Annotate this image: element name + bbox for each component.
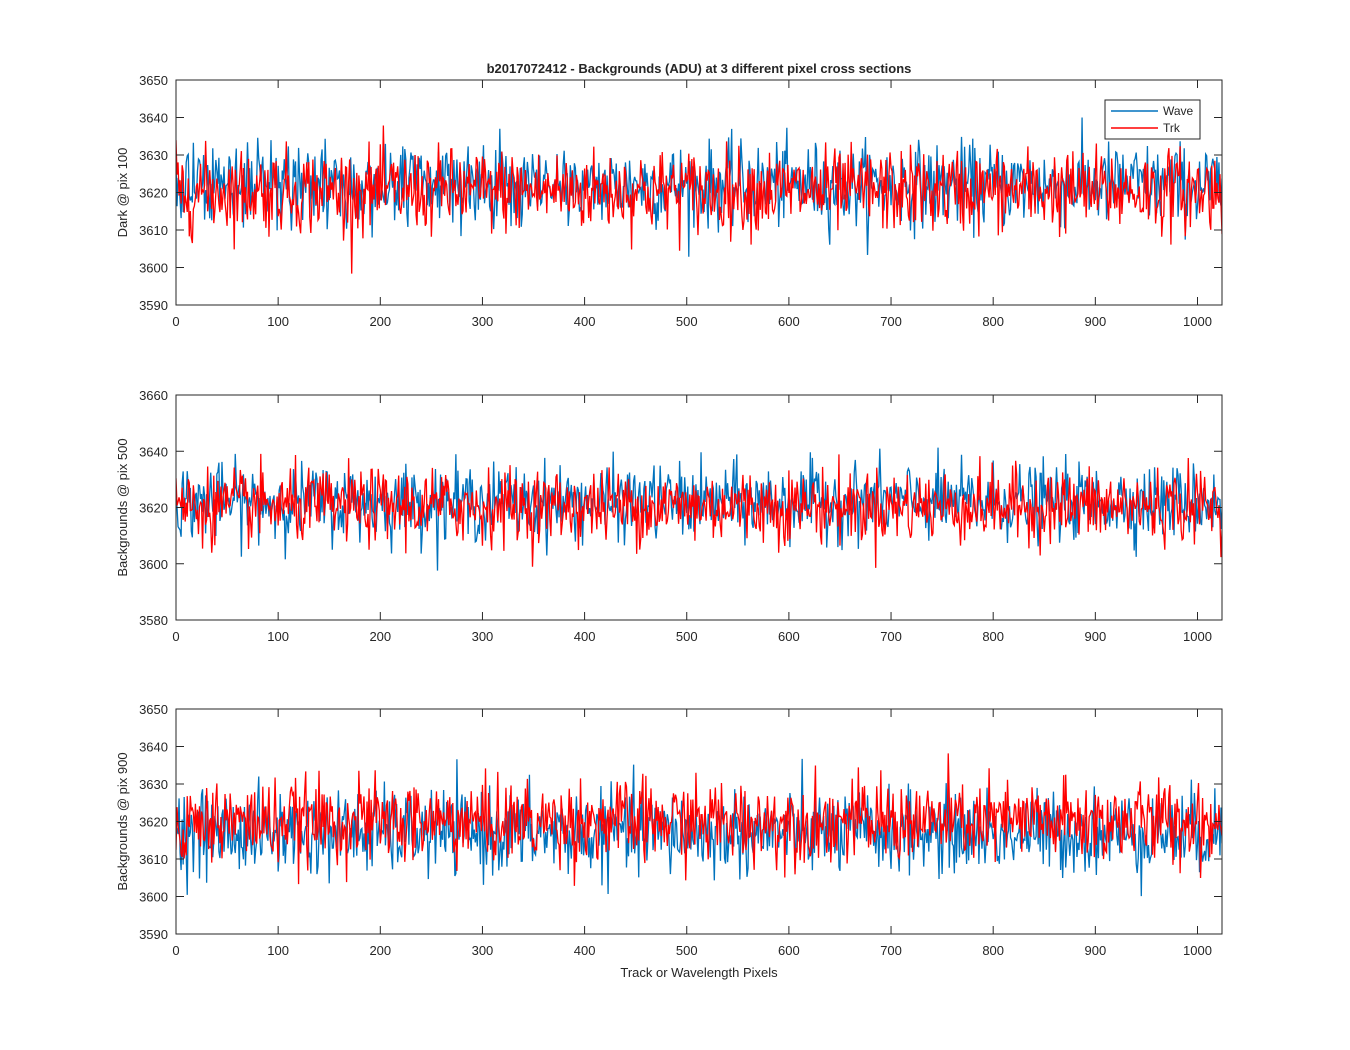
x-tick-label: 0 <box>172 314 179 329</box>
x-tick-label: 200 <box>369 629 391 644</box>
x-tick-label: 700 <box>880 314 902 329</box>
x-tick-label: 0 <box>172 943 179 958</box>
y-tick-label: 3640 <box>139 444 168 459</box>
y-tick-label: 3650 <box>139 73 168 88</box>
x-tick-label: 400 <box>574 629 596 644</box>
y-tick-label: 3620 <box>139 501 168 516</box>
x-tick-label: 100 <box>267 629 289 644</box>
x-tick-label: 900 <box>1084 943 1106 958</box>
x-tick-label: 600 <box>778 629 800 644</box>
y-tick-label: 3600 <box>139 261 168 276</box>
chart-title: b2017072412 - Backgrounds (ADU) at 3 dif… <box>487 61 912 76</box>
x-tick-label: 300 <box>472 629 494 644</box>
x-tick-label: 500 <box>676 629 698 644</box>
x-tick-label: 100 <box>267 943 289 958</box>
x-tick-label: 200 <box>369 314 391 329</box>
x-tick-label: 900 <box>1084 314 1106 329</box>
y-tick-label: 3590 <box>139 298 168 313</box>
y-tick-label: 3630 <box>139 777 168 792</box>
y-tick-label: 3590 <box>139 927 168 942</box>
x-axis-label: Track or Wavelength Pixels <box>620 965 778 980</box>
x-tick-label: 800 <box>982 943 1004 958</box>
y-tick-label: 3580 <box>139 613 168 628</box>
y-axis-label-panel-3: Backgrounds @ pix 900 <box>115 752 130 890</box>
y-tick-label: 3600 <box>139 557 168 572</box>
y-tick-label: 3640 <box>139 111 168 126</box>
y-tick-label: 3640 <box>139 740 168 755</box>
y-axis-label-panel-1: Dark @ pix 100 <box>115 148 130 238</box>
y-tick-label: 3620 <box>139 186 168 201</box>
x-tick-label: 1000 <box>1183 314 1212 329</box>
y-tick-label: 3600 <box>139 890 168 905</box>
x-tick-label: 100 <box>267 314 289 329</box>
x-tick-label: 400 <box>574 943 596 958</box>
x-tick-label: 700 <box>880 943 902 958</box>
legend-label-wave: Wave <box>1163 104 1194 118</box>
panel-1: 0 100 200 300 400 500 600 700 800 900 1000 3590 3600… <box>115 73 1222 329</box>
legend-label-trk: Trk <box>1163 121 1181 135</box>
x-tick-label: 600 <box>778 314 800 329</box>
x-tick-label: 700 <box>880 629 902 644</box>
x-tick-label: 800 <box>982 314 1004 329</box>
x-tick-label: 500 <box>676 943 698 958</box>
legend: Wave Trk <box>1105 100 1200 139</box>
x-tick-label: 600 <box>778 943 800 958</box>
x-tick-label: 800 <box>982 629 1004 644</box>
series-line-trk-panel-1 <box>176 126 1222 274</box>
x-tick-label: 500 <box>676 314 698 329</box>
x-tick-label: 1000 <box>1183 629 1212 644</box>
panel-2: 0 100 200 300 400 500 600 700 800 900 1000 3580 3600… <box>115 388 1222 644</box>
y-tick-label: 3650 <box>139 702 168 717</box>
panel-3: 0 100 200 300 400 500 600 700 800 900 1000 3590 3600… <box>115 702 1222 958</box>
y-tick-label: 3620 <box>139 815 168 830</box>
y-tick-label: 3610 <box>139 852 168 867</box>
y-tick-label: 3610 <box>139 223 168 238</box>
y-tick-label: 3630 <box>139 148 168 163</box>
x-tick-label: 300 <box>472 943 494 958</box>
x-tick-label: 1000 <box>1183 943 1212 958</box>
x-tick-label: 200 <box>369 943 391 958</box>
x-tick-label: 900 <box>1084 629 1106 644</box>
x-tick-label: 0 <box>172 629 179 644</box>
y-tick-label: 3660 <box>139 388 168 403</box>
y-axis-label-panel-2: Backgrounds @ pix 500 <box>115 438 130 576</box>
x-tick-label: 300 <box>472 314 494 329</box>
x-tick-label: 400 <box>574 314 596 329</box>
